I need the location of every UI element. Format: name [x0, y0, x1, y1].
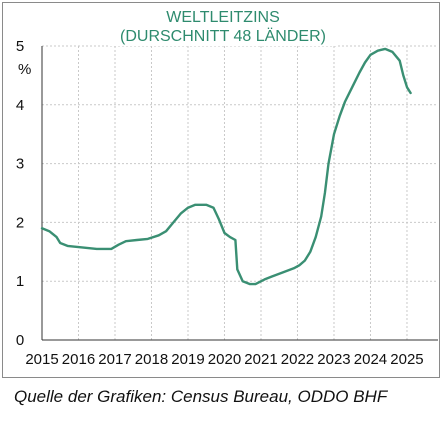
y-tick-label: 4	[16, 97, 24, 114]
y-tick-label: 2	[16, 214, 24, 231]
x-tick-label: 2017	[98, 351, 131, 368]
series	[40, 47, 412, 286]
x-tick-label: 2018	[135, 351, 168, 368]
x-tick-label: 2016	[62, 351, 95, 368]
x-tick-label: 2019	[171, 351, 204, 368]
chart-title-line-2: (DURSCHNITT 48 LÄNDER)	[120, 27, 326, 45]
y-tick-labels: 0 1 2 3 4 5	[16, 38, 24, 349]
x-tick-label: 2021	[244, 351, 277, 368]
axes	[41, 46, 438, 341]
x-tick-label: 2022	[281, 351, 314, 368]
title-backdrop	[110, 4, 336, 46]
chart-title-line-1: WELTLEITZINS	[166, 9, 280, 26]
y-tick-label: 5	[16, 38, 24, 55]
y-tick-label: 3	[16, 156, 24, 173]
x-tick-labels: 2015 2016 2017 2018 2019 2020 2021 2022 2023 2024…	[25, 351, 423, 368]
y-axis-unit-label: %	[18, 61, 31, 78]
x-tick-label: 2015	[25, 351, 58, 368]
y-tick-label: 0	[16, 332, 24, 349]
series-line	[40, 47, 412, 286]
x-tick-label: 2020	[208, 351, 241, 368]
x-tick-label: 2025	[390, 351, 423, 368]
source-caption: Quelle der Grafiken: Census Bureau, ODDO…	[14, 387, 388, 406]
y-tick-label: 1	[16, 273, 24, 290]
x-tick-label: 2024	[354, 351, 387, 368]
grid	[42, 45, 438, 340]
x-tick-label: 2023	[317, 351, 350, 368]
chart-frame	[2, 2, 440, 378]
